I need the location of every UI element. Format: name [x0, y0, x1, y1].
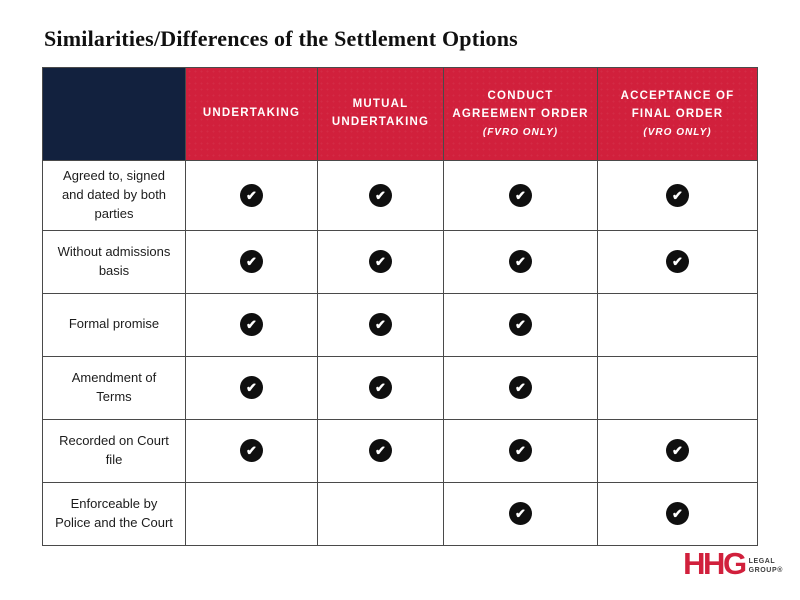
column-header-label: MUTUAL UNDERTAKING — [331, 98, 430, 128]
logo-brand-text: HHG — [683, 546, 747, 581]
check-cell: ✔ — [597, 160, 758, 231]
check-cell: ✔ — [185, 292, 318, 357]
check-icon: ✔ — [509, 502, 532, 526]
column-header-label: ACCEPTANCE OF FINAL ORDER — [620, 89, 735, 120]
check-cell — [597, 292, 758, 357]
header-row: UNDERTAKING MUTUAL UNDERTAKING CONDUCT A… — [42, 67, 758, 161]
row-label: Without admissions basis — [42, 229, 186, 294]
check-cell: ✔ — [443, 229, 598, 294]
check-cell: ✔ — [443, 292, 598, 357]
check-icon: ✔ — [666, 439, 689, 463]
check-icon: ✔ — [509, 183, 532, 207]
table-row: Without admissions basis ✔ ✔ ✔ ✔ — [42, 229, 758, 294]
check-cell: ✔ — [185, 229, 318, 294]
check-icon: ✔ — [509, 376, 532, 400]
check-icon: ✔ — [666, 183, 689, 207]
table-row: Enforceable by Police and the Court ✔ ✔ — [42, 481, 758, 546]
check-cell — [317, 481, 444, 546]
check-cell: ✔ — [597, 418, 758, 483]
check-icon: ✔ — [240, 376, 263, 400]
check-cell: ✔ — [317, 292, 444, 357]
table-row: Amendment of Terms ✔ ✔ ✔ — [42, 355, 758, 420]
check-icon: ✔ — [369, 313, 392, 337]
column-header-mutual-undertaking: MUTUAL UNDERTAKING — [317, 67, 444, 161]
check-icon: ✔ — [240, 250, 263, 274]
table-row: Agreed to, signed and dated by both part… — [42, 160, 758, 231]
hhg-legal-group-logo: HHG LEGAL GROUP® — [683, 546, 783, 581]
row-label: Agreed to, signed and dated by both part… — [42, 160, 186, 231]
check-cell: ✔ — [317, 229, 444, 294]
column-header-acceptance-of-final-order: ACCEPTANCE OF FINAL ORDER (VRO ONLY) — [597, 67, 758, 161]
check-cell: ✔ — [443, 418, 598, 483]
settlement-options-table: UNDERTAKING MUTUAL UNDERTAKING CONDUCT A… — [42, 67, 758, 546]
column-header-label: UNDERTAKING — [202, 107, 301, 120]
check-icon: ✔ — [240, 313, 263, 337]
column-header-sublabel: (VRO ONLY) — [643, 126, 712, 138]
column-header-label: CONDUCT AGREEMENT ORDER — [452, 89, 589, 120]
check-icon: ✔ — [369, 439, 392, 463]
row-label: Amendment of Terms — [42, 355, 186, 420]
check-cell: ✔ — [185, 355, 318, 420]
check-cell: ✔ — [317, 160, 444, 231]
comparison-table-container: UNDERTAKING MUTUAL UNDERTAKING CONDUCT A… — [42, 67, 758, 546]
corner-cell — [42, 67, 186, 161]
check-icon: ✔ — [369, 376, 392, 400]
table-row: Formal promise ✔ ✔ ✔ — [42, 292, 758, 357]
check-cell: ✔ — [597, 229, 758, 294]
check-icon: ✔ — [369, 250, 392, 274]
check-icon: ✔ — [509, 439, 532, 463]
row-label: Formal promise — [42, 292, 186, 357]
check-cell: ✔ — [185, 160, 318, 231]
check-cell — [597, 355, 758, 420]
check-icon: ✔ — [666, 250, 689, 274]
logo-sub-line2: GROUP® — [748, 566, 783, 574]
check-icon: ✔ — [509, 313, 532, 337]
logo-sub-text: LEGAL GROUP® — [749, 558, 783, 576]
check-icon: ✔ — [369, 183, 392, 207]
check-cell: ✔ — [317, 418, 444, 483]
table-row: Recorded on Court file ✔ ✔ ✔ ✔ — [42, 418, 758, 483]
column-header-conduct-agreement-order: CONDUCT AGREEMENT ORDER (FVRO ONLY) — [443, 67, 598, 161]
check-cell: ✔ — [443, 355, 598, 420]
column-header-undertaking: UNDERTAKING — [185, 67, 318, 161]
check-icon: ✔ — [666, 502, 689, 526]
check-cell: ✔ — [317, 355, 444, 420]
check-icon: ✔ — [240, 183, 263, 207]
check-icon: ✔ — [509, 250, 532, 274]
check-cell: ✔ — [443, 160, 598, 231]
page-title: Similarities/Differences of the Settleme… — [44, 26, 518, 51]
check-cell: ✔ — [185, 418, 318, 483]
check-cell: ✔ — [597, 481, 758, 546]
logo-sub-line1: LEGAL — [748, 557, 776, 565]
row-label: Recorded on Court file — [42, 418, 186, 483]
check-cell — [185, 481, 318, 546]
check-icon: ✔ — [240, 439, 263, 463]
check-cell: ✔ — [443, 481, 598, 546]
column-header-sublabel: (FVRO ONLY) — [482, 126, 559, 138]
row-label: Enforceable by Police and the Court — [42, 481, 186, 546]
